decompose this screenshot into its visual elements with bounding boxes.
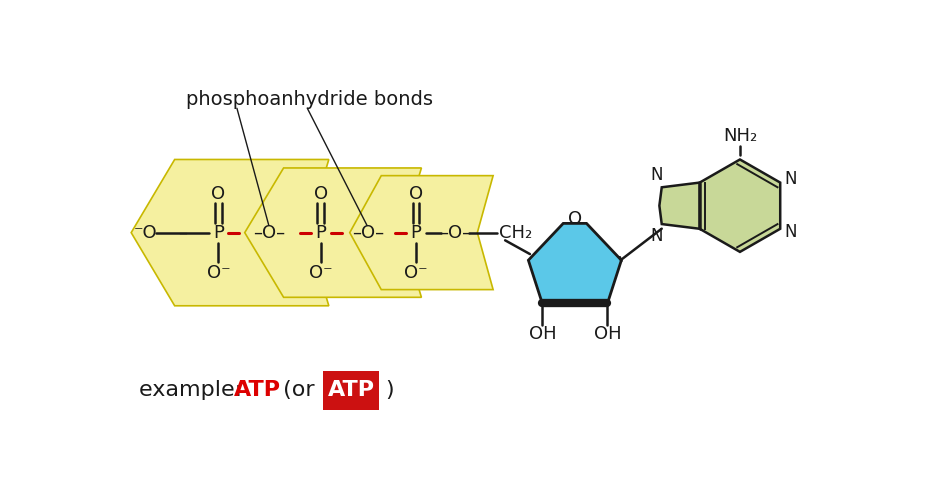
Polygon shape [245, 168, 422, 297]
Text: N: N [785, 171, 797, 188]
Polygon shape [350, 175, 493, 290]
Text: –O–: –O– [253, 224, 285, 241]
Text: CH₂: CH₂ [499, 224, 532, 241]
Text: example:: example: [139, 380, 249, 401]
Text: –: – [178, 224, 187, 241]
Text: ATP: ATP [234, 380, 280, 401]
Polygon shape [131, 160, 328, 306]
Text: O⁻: O⁻ [405, 264, 428, 281]
Text: OH: OH [529, 325, 556, 343]
Text: NH₂: NH₂ [723, 127, 758, 146]
Text: (or: (or [277, 380, 315, 401]
Text: O: O [409, 185, 423, 203]
Text: N: N [651, 228, 663, 245]
Polygon shape [529, 223, 621, 304]
FancyBboxPatch shape [323, 371, 379, 410]
Text: ATP: ATP [327, 380, 375, 401]
Polygon shape [700, 160, 780, 252]
Text: P: P [410, 224, 422, 241]
Text: P: P [315, 224, 327, 241]
Text: O: O [567, 210, 582, 228]
Text: P: P [213, 224, 224, 241]
Text: N: N [651, 166, 663, 184]
Text: phosphoanhydride bonds: phosphoanhydride bonds [185, 90, 433, 109]
Text: O: O [212, 185, 226, 203]
Text: –O–: –O– [352, 224, 385, 241]
Text: O⁻: O⁻ [207, 264, 231, 281]
Text: O: O [313, 185, 327, 203]
Text: ⁻O: ⁻O [134, 224, 157, 241]
Text: –O–: –O– [439, 224, 470, 241]
Polygon shape [660, 183, 700, 229]
Text: OH: OH [594, 325, 621, 343]
Text: ): ) [385, 380, 393, 401]
Text: N: N [785, 223, 797, 241]
Text: O⁻: O⁻ [309, 264, 332, 281]
